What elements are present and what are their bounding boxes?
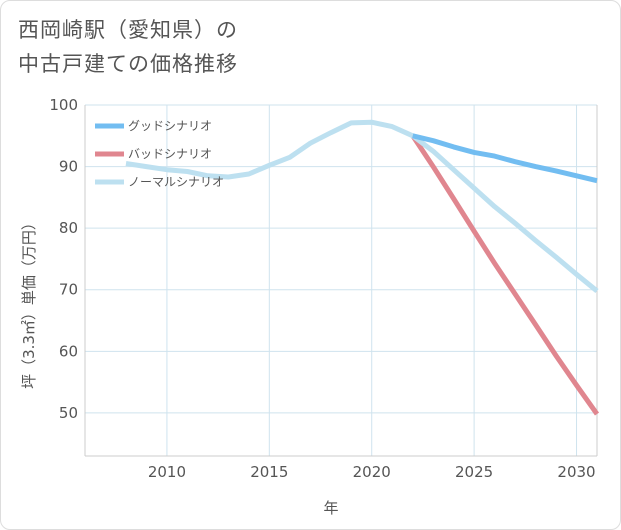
- y-tick-label-100: 100: [49, 96, 78, 114]
- axes: [84, 105, 598, 457]
- y-tick-label-90: 90: [59, 158, 78, 176]
- x-tick-label-2030: 2030: [557, 463, 595, 481]
- chart-title-line-2: 中古戸建ての価格推移: [18, 52, 238, 76]
- y-tick-label-50: 50: [59, 404, 78, 422]
- x-tick-label-2010: 2010: [148, 463, 186, 481]
- x-tick-label-2025: 2025: [455, 463, 493, 481]
- series-line-0: [412, 133, 598, 184]
- axis-labels: 50 60 70 80 90 100 2010 2015 2020 2025 2030 年 坪（3.3㎡…: [20, 96, 596, 517]
- x-tick-label-2015: 2015: [250, 463, 288, 481]
- y-tick-label-70: 70: [59, 281, 78, 299]
- chart-title-line-1: 西岡崎駅（愛知県）の: [18, 18, 238, 42]
- series-line-2: [125, 119, 599, 293]
- legend-label-0: グッドシナリオ: [128, 119, 212, 133]
- x-tick-label-2020: 2020: [353, 463, 391, 481]
- y-tick-label-80: 80: [59, 219, 78, 237]
- legend-label-2: ノーマルシナリオ: [128, 175, 224, 189]
- y-tick-label-60: 60: [59, 342, 78, 360]
- x-axis-title: 年: [323, 499, 338, 517]
- series-line-1: [410, 134, 600, 416]
- legend-label-1: バッドシナリオ: [128, 147, 212, 161]
- y-axis-title: 坪（3.3㎡）単価（万円）: [20, 215, 38, 389]
- series-group: [125, 119, 600, 416]
- chart-title: 西岡崎駅（愛知県）の 中古戸建ての価格推移: [18, 13, 238, 81]
